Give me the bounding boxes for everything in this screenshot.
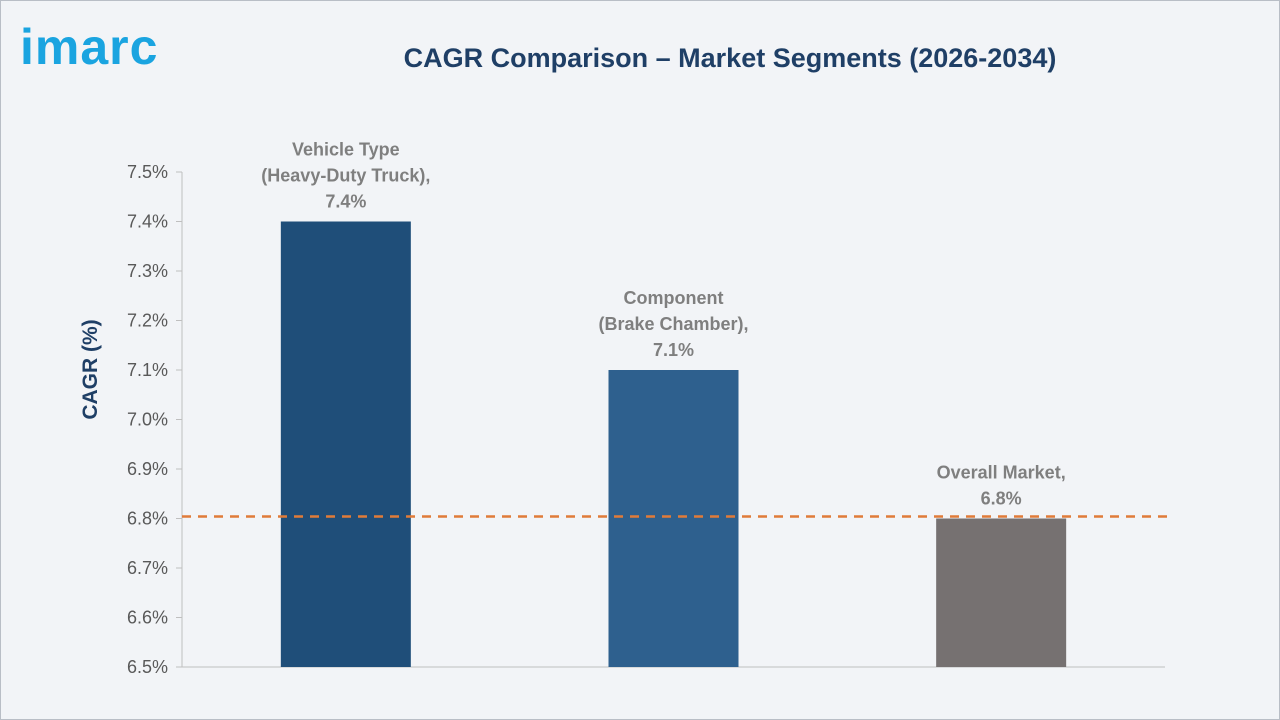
data-label: Overall Market, (937, 463, 1066, 483)
bar (280, 221, 411, 667)
data-label: Component (624, 288, 724, 308)
y-tick-label: 6.9% (127, 459, 168, 479)
data-label: 7.4% (325, 192, 366, 212)
chart-title: CAGR Comparison – Market Segments (2026-… (403, 43, 1057, 73)
bar (936, 518, 1067, 667)
data-label: Vehicle Type (292, 140, 400, 160)
y-tick-label: 7.2% (127, 311, 168, 331)
imarc-logo: imarc (20, 19, 159, 75)
y-axis-label: CAGR (%) (79, 319, 102, 419)
data-label: 7.1% (653, 340, 694, 360)
y-tick-label: 7.3% (127, 261, 168, 281)
y-tick-label: 7.5% (127, 162, 168, 182)
y-tick-label: 6.6% (127, 608, 168, 628)
data-label: 6.8% (981, 489, 1022, 509)
bar (608, 370, 739, 667)
data-label: (Heavy-Duty Truck), (261, 166, 430, 186)
y-tick-label: 7.1% (127, 360, 168, 380)
y-tick-label: 7.4% (127, 212, 168, 232)
data-label: (Brake Chamber), (598, 314, 748, 334)
y-tick-label: 7.0% (127, 410, 168, 430)
y-tick-label: 6.8% (127, 509, 168, 529)
y-tick-label: 6.5% (127, 657, 168, 677)
y-tick-label: 6.7% (127, 558, 168, 578)
